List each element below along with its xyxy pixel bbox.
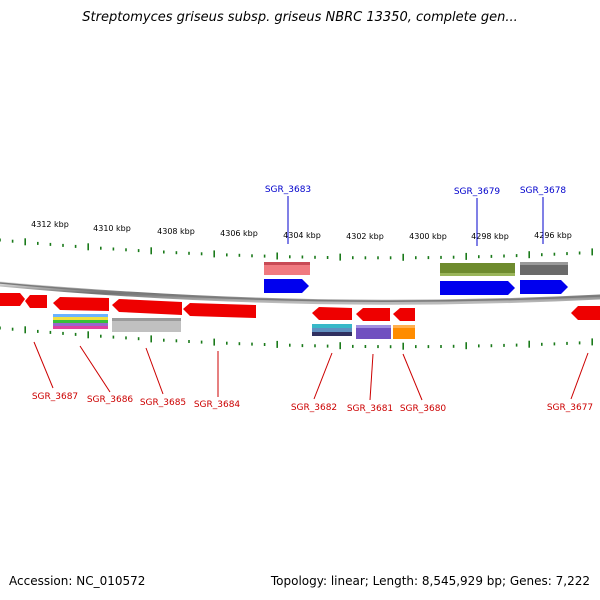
- gene-label-SGR_3683[interactable]: SGR_3683: [265, 185, 311, 195]
- gene-arrow-SGR_3681[interactable]: [356, 308, 390, 321]
- bottom-feature-track: [53, 314, 415, 339]
- gene-arrow-SGR_3677[interactable]: [571, 306, 600, 320]
- gene-arrow-SGR_3682[interactable]: [312, 307, 352, 320]
- ruler-label: 4308 kbp: [157, 227, 195, 236]
- feature-block-lightgray: [112, 318, 181, 332]
- ruler-ticks-top: [0, 238, 594, 261]
- gene-arrow-SGR_3685[interactable]: [112, 299, 182, 315]
- accession-text: Accession: NC_010572: [9, 574, 146, 588]
- ruler-label: 4306 kbp: [220, 229, 258, 238]
- reverse-gene-track[interactable]: [0, 293, 600, 321]
- ruler-label: 4302 kbp: [346, 232, 384, 241]
- gene-label-SGR_3678[interactable]: SGR_3678: [520, 186, 567, 196]
- reverse-gene-labels[interactable]: SGR_3687 SGR_3686 SGR_3685 SGR_3684 SGR_…: [32, 392, 593, 414]
- gene-arrow-SGR_3683[interactable]: [264, 279, 309, 293]
- ruler-label: 4296 kbp: [534, 231, 572, 240]
- ruler-label: 4298 kbp: [471, 232, 509, 241]
- gene-label-SGR_3677[interactable]: SGR_3677: [547, 403, 593, 413]
- gene-label-SGR_3684[interactable]: SGR_3684: [194, 400, 241, 410]
- gene-arrow-SGR_3684[interactable]: [183, 303, 256, 318]
- ruler-labels: 4312 kbp 4310 kbp 4308 kbp 4306 kbp 4304…: [31, 220, 572, 241]
- top-feature-track: [264, 262, 568, 276]
- genome-summary-text: Topology: linear; Length: 8,545,929 bp; …: [270, 574, 590, 588]
- ruler-label: 4304 kbp: [283, 231, 321, 240]
- ruler-label: 4312 kbp: [31, 220, 69, 229]
- ruler-label: 4310 kbp: [93, 224, 131, 233]
- feature-block-purple: [356, 325, 391, 339]
- gene-arrow-SGR_3680[interactable]: [393, 308, 415, 321]
- genome-backbone: [0, 281, 600, 305]
- gene-label-SGR_3681[interactable]: SGR_3681: [347, 404, 393, 414]
- ruler-ticks-bottom: [0, 326, 594, 350]
- gene-label-SGR_3686[interactable]: SGR_3686: [87, 395, 134, 405]
- gene-arrow-SGR_3686[interactable]: [53, 297, 109, 311]
- gene-arrow-partial-left[interactable]: [0, 293, 25, 306]
- gene-arrow-SGR_3687[interactable]: [25, 295, 47, 308]
- gene-label-SGR_3687[interactable]: SGR_3687: [32, 392, 78, 402]
- feature-block-olive: [440, 263, 515, 276]
- gene-label-SGR_3679[interactable]: SGR_3679: [454, 187, 501, 197]
- gene-arrow-SGR_3678[interactable]: [520, 280, 568, 294]
- map-title: Streptomyces griseus subsp. griseus NBRC…: [82, 10, 518, 25]
- forward-gene-labels[interactable]: SGR_3683 SGR_3679 SGR_3678: [265, 185, 567, 197]
- forward-gene-track[interactable]: [264, 279, 568, 295]
- feature-block-pink: [264, 262, 310, 275]
- gene-label-SGR_3682[interactable]: SGR_3682: [291, 403, 337, 413]
- feature-block-orange: [393, 325, 415, 339]
- ruler-label: 4300 kbp: [409, 232, 447, 241]
- feature-block-gray: [520, 262, 568, 275]
- gene-arrow-SGR_3679[interactable]: [440, 281, 515, 295]
- gene-label-SGR_3685[interactable]: SGR_3685: [140, 398, 186, 408]
- gene-label-SGR_3680[interactable]: SGR_3680: [400, 404, 447, 414]
- label-leaders: [33, 196, 589, 401]
